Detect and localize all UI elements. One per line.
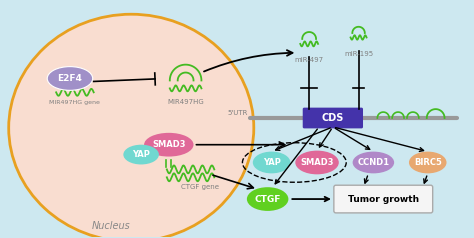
Text: 5'UTR: 5'UTR bbox=[228, 110, 248, 116]
Ellipse shape bbox=[144, 133, 193, 157]
FancyBboxPatch shape bbox=[334, 185, 433, 213]
Text: Nucleus: Nucleus bbox=[92, 221, 131, 231]
Text: CTGF: CTGF bbox=[255, 194, 281, 203]
Text: YAP: YAP bbox=[132, 150, 150, 159]
Ellipse shape bbox=[247, 187, 288, 211]
Text: SMAD3: SMAD3 bbox=[152, 140, 185, 149]
Ellipse shape bbox=[295, 151, 339, 174]
Text: CTGF gene: CTGF gene bbox=[182, 184, 219, 190]
Ellipse shape bbox=[123, 145, 159, 164]
Text: E2F4: E2F4 bbox=[57, 74, 82, 83]
Ellipse shape bbox=[409, 152, 447, 173]
Text: SMAD3: SMAD3 bbox=[301, 158, 334, 167]
Ellipse shape bbox=[9, 14, 254, 238]
Ellipse shape bbox=[253, 152, 291, 173]
Text: miR-195: miR-195 bbox=[344, 51, 373, 57]
Text: CCND1: CCND1 bbox=[357, 158, 390, 167]
FancyBboxPatch shape bbox=[303, 108, 363, 128]
Ellipse shape bbox=[47, 67, 93, 90]
Text: YAP: YAP bbox=[263, 158, 281, 167]
Text: MIR497HG gene: MIR497HG gene bbox=[49, 100, 100, 105]
Text: Tumor growth: Tumor growth bbox=[348, 194, 419, 203]
Text: miR-497: miR-497 bbox=[294, 57, 324, 63]
Text: CDS: CDS bbox=[322, 113, 344, 123]
Text: MIR497HG: MIR497HG bbox=[167, 99, 204, 105]
Ellipse shape bbox=[353, 152, 394, 173]
Text: BIRC5: BIRC5 bbox=[414, 158, 442, 167]
